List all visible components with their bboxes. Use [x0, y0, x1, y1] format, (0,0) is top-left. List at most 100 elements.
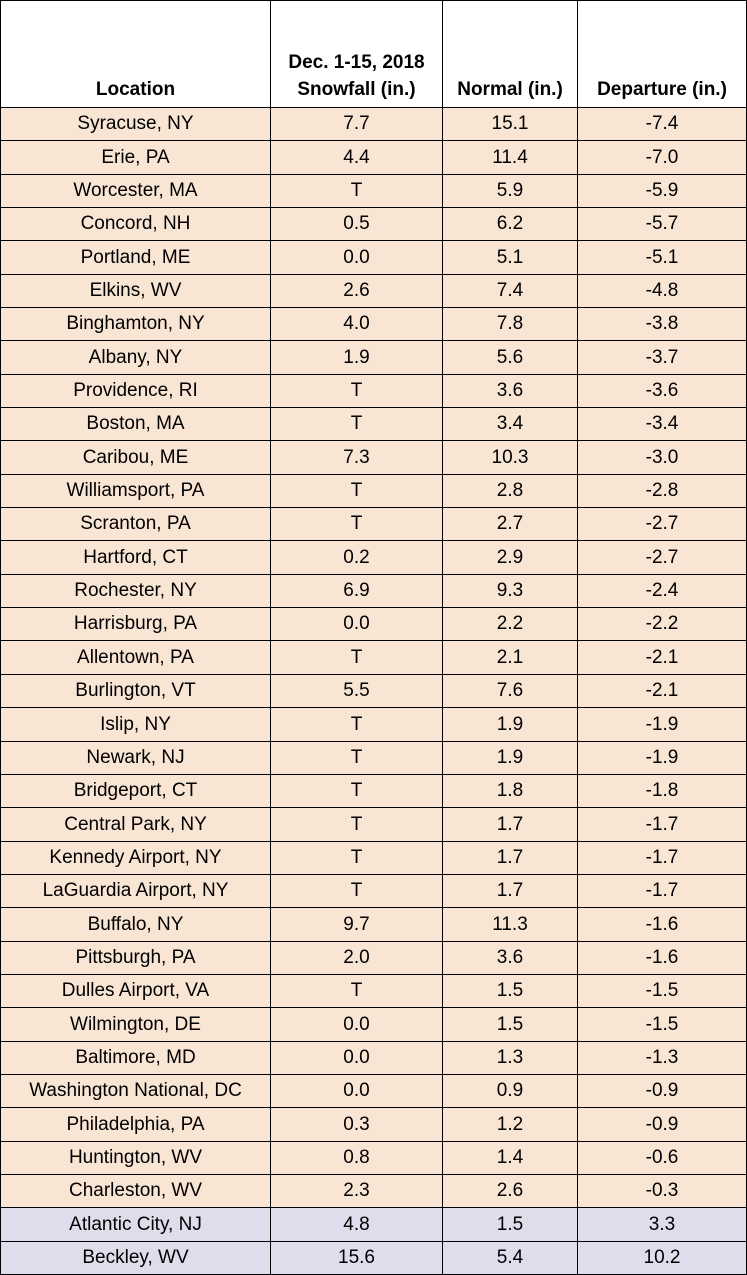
- column-header: Location: [0, 0, 271, 108]
- location-cell: Caribou, ME: [0, 441, 271, 475]
- value-cell: -3.7: [578, 341, 747, 375]
- location-cell: Erie, PA: [0, 141, 271, 175]
- value-cell: T: [271, 508, 443, 541]
- location-cell: Allentown, PA: [0, 641, 271, 675]
- value-cell: 2.2: [443, 608, 578, 641]
- location-cell: Washington National, DC: [0, 1075, 271, 1108]
- location-cell: Concord, NH: [0, 208, 271, 241]
- location-cell: Central Park, NY: [0, 808, 271, 842]
- location-cell: Buffalo, NY: [0, 908, 271, 942]
- location-cell: Wilmington, DE: [0, 1008, 271, 1042]
- value-cell: -1.9: [578, 742, 747, 775]
- location-cell: Beckley, WV: [0, 1242, 271, 1275]
- location-cell: Binghamton, NY: [0, 308, 271, 341]
- location-cell: Providence, RI: [0, 375, 271, 408]
- value-cell: 2.6: [443, 1175, 578, 1208]
- value-cell: 7.7: [271, 108, 443, 141]
- value-cell: -1.7: [578, 808, 747, 842]
- location-cell: Syracuse, NY: [0, 108, 271, 141]
- value-cell: 10.3: [443, 441, 578, 475]
- value-cell: 4.4: [271, 141, 443, 175]
- location-cell: Portland, ME: [0, 241, 271, 275]
- value-cell: T: [271, 708, 443, 742]
- value-cell: T: [271, 175, 443, 208]
- value-cell: 2.3: [271, 1175, 443, 1208]
- location-cell: Baltimore, MD: [0, 1042, 271, 1075]
- value-cell: 2.6: [271, 275, 443, 308]
- value-cell: T: [271, 641, 443, 675]
- value-cell: 5.1: [443, 241, 578, 275]
- value-cell: 2.0: [271, 942, 443, 975]
- location-cell: Rochester, NY: [0, 575, 271, 608]
- value-cell: 1.8: [443, 775, 578, 808]
- value-cell: 0.0: [271, 1042, 443, 1075]
- column-header: Normal (in.): [443, 0, 578, 108]
- value-cell: 1.7: [443, 875, 578, 908]
- value-cell: 9.3: [443, 575, 578, 608]
- value-cell: -3.8: [578, 308, 747, 341]
- value-cell: 1.7: [443, 842, 578, 875]
- location-cell: Harrisburg, PA: [0, 608, 271, 641]
- value-cell: 5.5: [271, 675, 443, 708]
- location-cell: Atlantic City, NJ: [0, 1208, 271, 1242]
- value-cell: -2.7: [578, 508, 747, 541]
- value-cell: -3.0: [578, 441, 747, 475]
- location-cell: Charleston, WV: [0, 1175, 271, 1208]
- value-cell: -1.7: [578, 842, 747, 875]
- value-cell: 7.3: [271, 441, 443, 475]
- location-cell: Bridgeport, CT: [0, 775, 271, 808]
- column-header: Departure (in.): [578, 0, 747, 108]
- value-cell: -7.0: [578, 141, 747, 175]
- location-cell: Albany, NY: [0, 341, 271, 375]
- value-cell: 0.2: [271, 541, 443, 575]
- value-cell: 1.3: [443, 1042, 578, 1075]
- value-cell: 1.7: [443, 808, 578, 842]
- value-cell: 0.0: [271, 1075, 443, 1108]
- value-cell: -2.1: [578, 641, 747, 675]
- value-cell: -1.6: [578, 908, 747, 942]
- location-cell: Williamsport, PA: [0, 475, 271, 508]
- column-header: Dec. 1-15, 2018 Snowfall (in.): [271, 0, 443, 108]
- location-cell: Newark, NJ: [0, 742, 271, 775]
- value-cell: -1.8: [578, 775, 747, 808]
- value-cell: 3.6: [443, 942, 578, 975]
- value-cell: -2.2: [578, 608, 747, 641]
- location-cell: Pittsburgh, PA: [0, 942, 271, 975]
- value-cell: -0.3: [578, 1175, 747, 1208]
- value-cell: 11.3: [443, 908, 578, 942]
- value-cell: 4.0: [271, 308, 443, 341]
- value-cell: 0.9: [443, 1075, 578, 1108]
- value-cell: 11.4: [443, 141, 578, 175]
- value-cell: 1.9: [443, 742, 578, 775]
- value-cell: T: [271, 742, 443, 775]
- location-cell: Scranton, PA: [0, 508, 271, 541]
- value-cell: 15.6: [271, 1242, 443, 1275]
- value-cell: -1.5: [578, 1008, 747, 1042]
- value-cell: -0.9: [578, 1075, 747, 1108]
- value-cell: -3.4: [578, 408, 747, 441]
- value-cell: 2.1: [443, 641, 578, 675]
- location-cell: LaGuardia Airport, NY: [0, 875, 271, 908]
- value-cell: -2.7: [578, 541, 747, 575]
- value-cell: -3.6: [578, 375, 747, 408]
- value-cell: 0.8: [271, 1142, 443, 1175]
- value-cell: -7.4: [578, 108, 747, 141]
- value-cell: -2.4: [578, 575, 747, 608]
- value-cell: 1.4: [443, 1142, 578, 1175]
- value-cell: 3.4: [443, 408, 578, 441]
- value-cell: -1.7: [578, 875, 747, 908]
- value-cell: 7.4: [443, 275, 578, 308]
- value-cell: T: [271, 375, 443, 408]
- value-cell: T: [271, 842, 443, 875]
- location-cell: Worcester, MA: [0, 175, 271, 208]
- value-cell: -2.1: [578, 675, 747, 708]
- value-cell: 15.1: [443, 108, 578, 141]
- value-cell: 1.5: [443, 975, 578, 1008]
- value-cell: -5.9: [578, 175, 747, 208]
- value-cell: T: [271, 975, 443, 1008]
- value-cell: T: [271, 475, 443, 508]
- value-cell: T: [271, 875, 443, 908]
- value-cell: 1.2: [443, 1108, 578, 1142]
- location-cell: Kennedy Airport, NY: [0, 842, 271, 875]
